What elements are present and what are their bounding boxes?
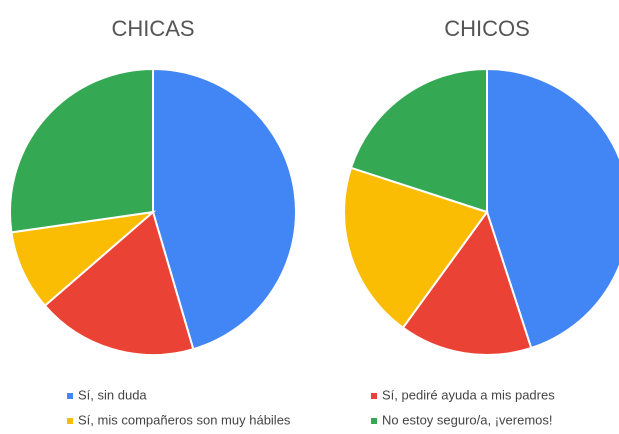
- pie-slice: [349, 67, 488, 214]
- legend-label: Sí, sin duda: [78, 387, 147, 402]
- legend-label: Sí, pediré ayuda a mis padres: [382, 387, 555, 402]
- legend-swatch: [371, 393, 377, 399]
- legend-label: No estoy seguro/a, ¡veremos!: [382, 412, 553, 427]
- pie-slice: [401, 209, 533, 356]
- legend-swatch: [67, 393, 73, 399]
- pie-slice: [343, 166, 489, 330]
- pie-slice: [486, 67, 619, 350]
- chart-title: CHICAS: [111, 16, 194, 41]
- pie-slice: [9, 67, 154, 234]
- legend-label: Sí, mis compañeros son muy hábiles: [78, 412, 291, 427]
- chart-title: CHICOS: [444, 16, 530, 41]
- pie-slice: [152, 67, 297, 351]
- pie-slice: [43, 210, 195, 356]
- pie-slice: [10, 210, 157, 308]
- legend-swatch: [371, 418, 377, 424]
- legend-swatch: [67, 418, 73, 424]
